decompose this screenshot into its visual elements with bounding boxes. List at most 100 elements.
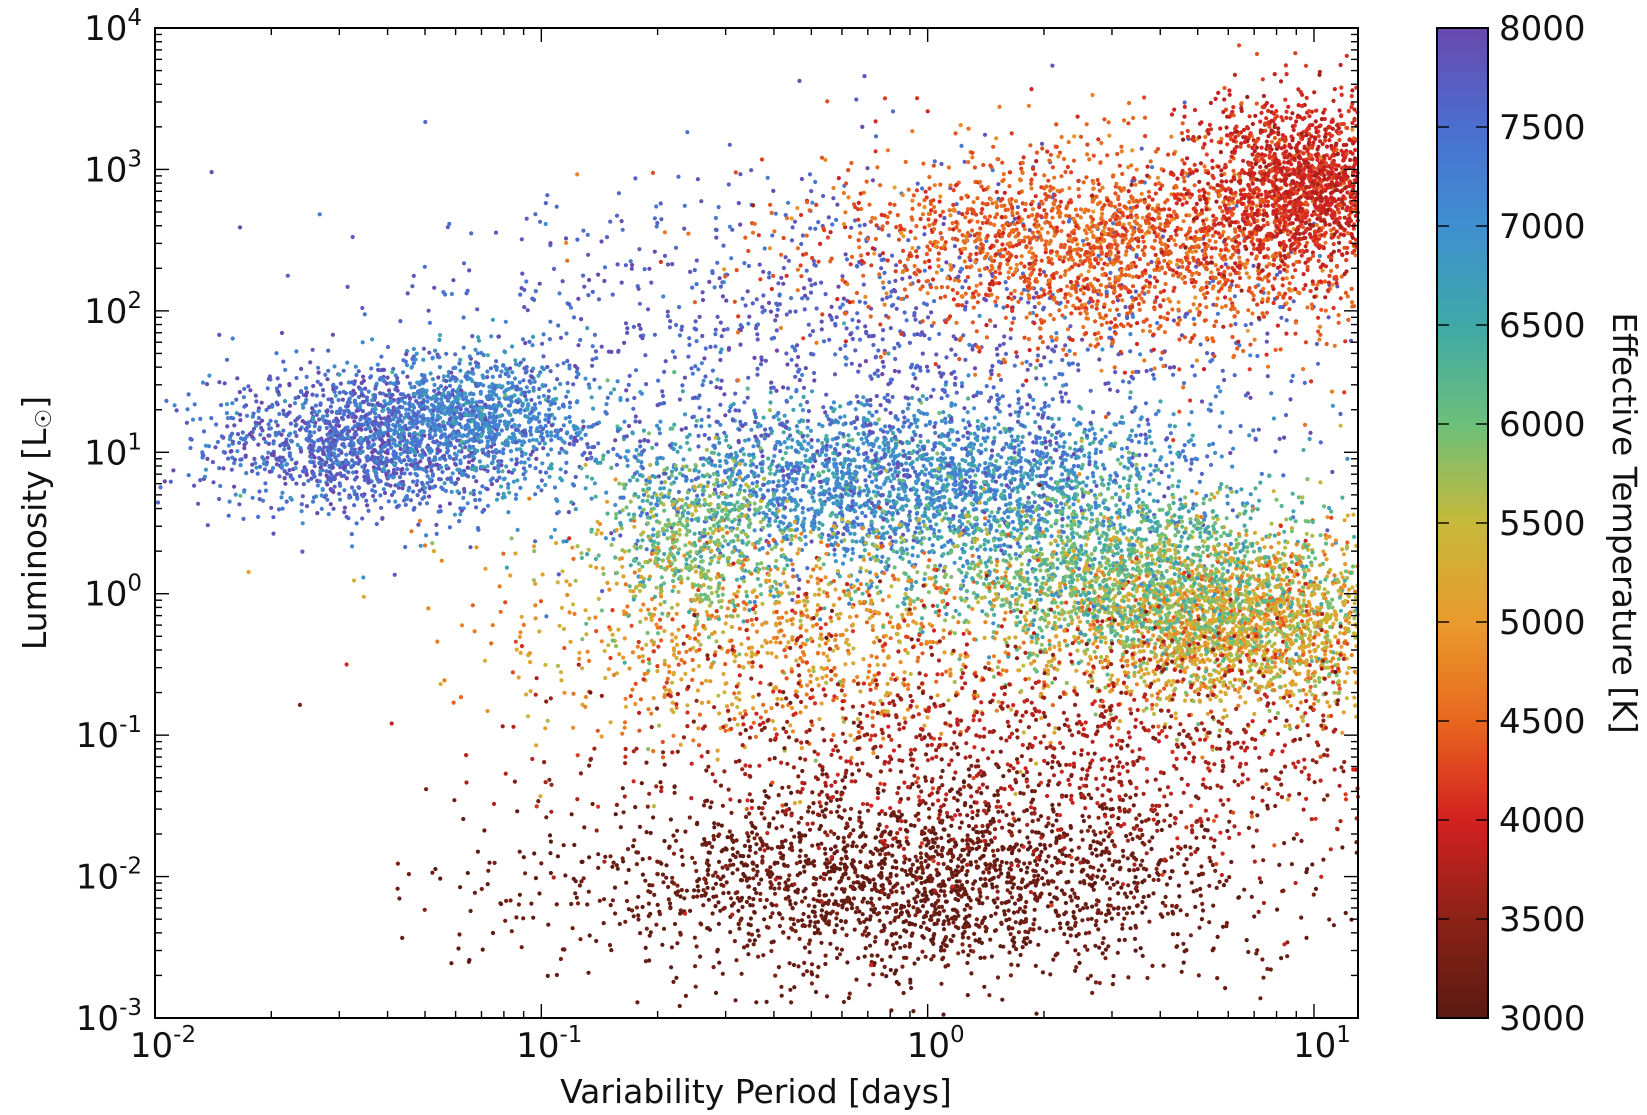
data-point bbox=[583, 376, 588, 381]
data-point bbox=[1042, 436, 1047, 441]
data-point bbox=[490, 374, 495, 379]
data-point bbox=[935, 481, 940, 486]
data-point bbox=[806, 489, 812, 494]
data-point bbox=[511, 432, 516, 438]
data-point bbox=[295, 416, 300, 421]
data-point bbox=[766, 456, 771, 461]
data-point bbox=[845, 547, 850, 552]
data-point bbox=[540, 461, 545, 466]
data-point bbox=[952, 560, 957, 565]
data-point bbox=[250, 495, 255, 500]
data-point bbox=[486, 427, 491, 432]
data-point bbox=[247, 432, 252, 437]
data-point bbox=[368, 375, 373, 380]
data-point bbox=[407, 433, 412, 438]
data-point bbox=[854, 464, 859, 469]
data-point bbox=[317, 479, 322, 484]
data-point bbox=[687, 447, 692, 452]
data-point bbox=[615, 379, 620, 384]
data-point bbox=[373, 426, 378, 432]
data-point bbox=[712, 443, 717, 448]
data-point bbox=[355, 450, 360, 456]
data-point bbox=[500, 384, 505, 389]
data-point bbox=[949, 403, 954, 408]
data-point bbox=[422, 433, 427, 438]
data-point bbox=[681, 457, 686, 462]
data-point bbox=[821, 469, 826, 474]
data-point bbox=[357, 458, 362, 463]
data-point bbox=[368, 429, 373, 434]
data-point bbox=[493, 448, 499, 453]
data-point bbox=[261, 461, 266, 466]
data-point bbox=[790, 437, 795, 442]
data-point bbox=[461, 495, 466, 500]
data-point bbox=[965, 469, 970, 474]
data-point bbox=[877, 445, 882, 450]
data-point bbox=[1213, 450, 1218, 455]
data-point bbox=[479, 399, 484, 404]
data-point bbox=[589, 496, 594, 501]
data-point bbox=[938, 458, 943, 463]
data-point bbox=[424, 465, 429, 470]
data-point bbox=[1002, 489, 1007, 494]
data-point bbox=[521, 378, 526, 383]
data-point bbox=[413, 471, 418, 476]
data-point bbox=[1127, 459, 1132, 464]
data-point bbox=[503, 319, 508, 324]
data-point bbox=[1154, 463, 1159, 468]
data-point bbox=[707, 456, 712, 461]
data-point bbox=[785, 480, 790, 485]
data-point bbox=[416, 522, 421, 527]
data-point bbox=[351, 470, 356, 475]
data-point bbox=[732, 503, 737, 508]
data-point bbox=[338, 497, 343, 502]
data-point bbox=[992, 435, 997, 440]
data-point bbox=[1148, 463, 1153, 468]
data-point bbox=[332, 451, 337, 456]
data-point bbox=[556, 406, 562, 411]
data-point bbox=[256, 415, 261, 421]
data-point bbox=[783, 450, 788, 456]
data-point bbox=[489, 334, 494, 339]
data-point bbox=[824, 433, 829, 439]
data-point bbox=[802, 528, 807, 533]
data-point bbox=[1130, 463, 1135, 468]
data-point bbox=[948, 520, 953, 525]
data-point bbox=[405, 413, 410, 418]
data-point bbox=[203, 467, 208, 472]
data-point bbox=[279, 463, 285, 468]
data-point bbox=[454, 480, 459, 486]
data-point bbox=[419, 372, 425, 378]
data-point bbox=[805, 470, 810, 475]
data-point bbox=[401, 425, 406, 430]
data-point bbox=[316, 365, 321, 370]
data-point bbox=[1109, 442, 1114, 447]
data-point bbox=[238, 463, 243, 468]
data-point bbox=[1071, 502, 1076, 507]
data-point bbox=[750, 481, 755, 486]
data-point bbox=[357, 485, 362, 490]
data-point bbox=[1120, 454, 1125, 459]
data-point bbox=[354, 469, 359, 475]
data-point bbox=[360, 464, 365, 469]
data-point bbox=[435, 413, 440, 418]
data-point bbox=[238, 493, 243, 498]
data-point bbox=[786, 462, 791, 467]
data-point bbox=[391, 462, 396, 467]
data-point bbox=[381, 378, 386, 383]
data-point bbox=[447, 416, 452, 422]
data-point bbox=[500, 469, 505, 474]
data-point bbox=[1148, 472, 1153, 477]
data-point bbox=[885, 430, 890, 435]
data-point bbox=[498, 402, 503, 408]
data-point bbox=[496, 460, 501, 466]
data-point bbox=[506, 469, 511, 474]
data-point bbox=[953, 402, 958, 407]
data-point bbox=[522, 476, 528, 481]
data-point bbox=[986, 519, 991, 524]
data-point bbox=[204, 382, 210, 387]
data-point bbox=[437, 422, 442, 427]
data-point bbox=[257, 421, 262, 426]
data-point bbox=[1125, 445, 1130, 451]
data-point bbox=[1155, 499, 1160, 504]
